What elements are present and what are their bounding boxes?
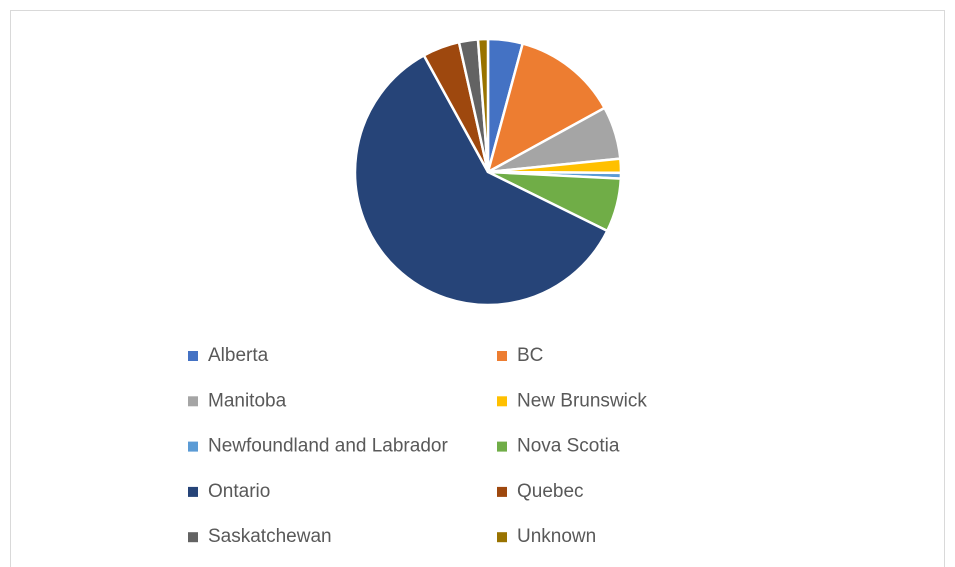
- legend-label: BC: [517, 345, 543, 366]
- legend-label: Alberta: [208, 345, 269, 366]
- legend-swatch: [188, 532, 198, 543]
- legend-label: Unknown: [517, 526, 596, 547]
- legend-label: Ontario: [208, 481, 270, 502]
- legend-swatch: [497, 351, 507, 361]
- legend-label: Nova Scotia: [517, 436, 620, 457]
- legend-swatch: [188, 486, 198, 497]
- legend-label: Manitoba: [208, 390, 287, 411]
- legend-label: Quebec: [517, 481, 584, 502]
- legend-swatch: [188, 441, 198, 452]
- legend-swatch: [188, 351, 198, 361]
- pie-slice: [353, 53, 609, 307]
- pie-slice: [486, 42, 607, 175]
- pie-slice: [476, 37, 490, 173]
- legend-swatch: [497, 441, 507, 452]
- legend-swatch: [497, 532, 507, 543]
- legend-swatch: [497, 396, 507, 407]
- legend-swatch: [188, 396, 198, 407]
- legend-swatch: [497, 486, 507, 497]
- legend-label: Newfoundland and Labrador: [208, 436, 448, 457]
- legend-label: New Brunswick: [517, 390, 647, 411]
- legend-label: Saskatchewan: [208, 526, 332, 547]
